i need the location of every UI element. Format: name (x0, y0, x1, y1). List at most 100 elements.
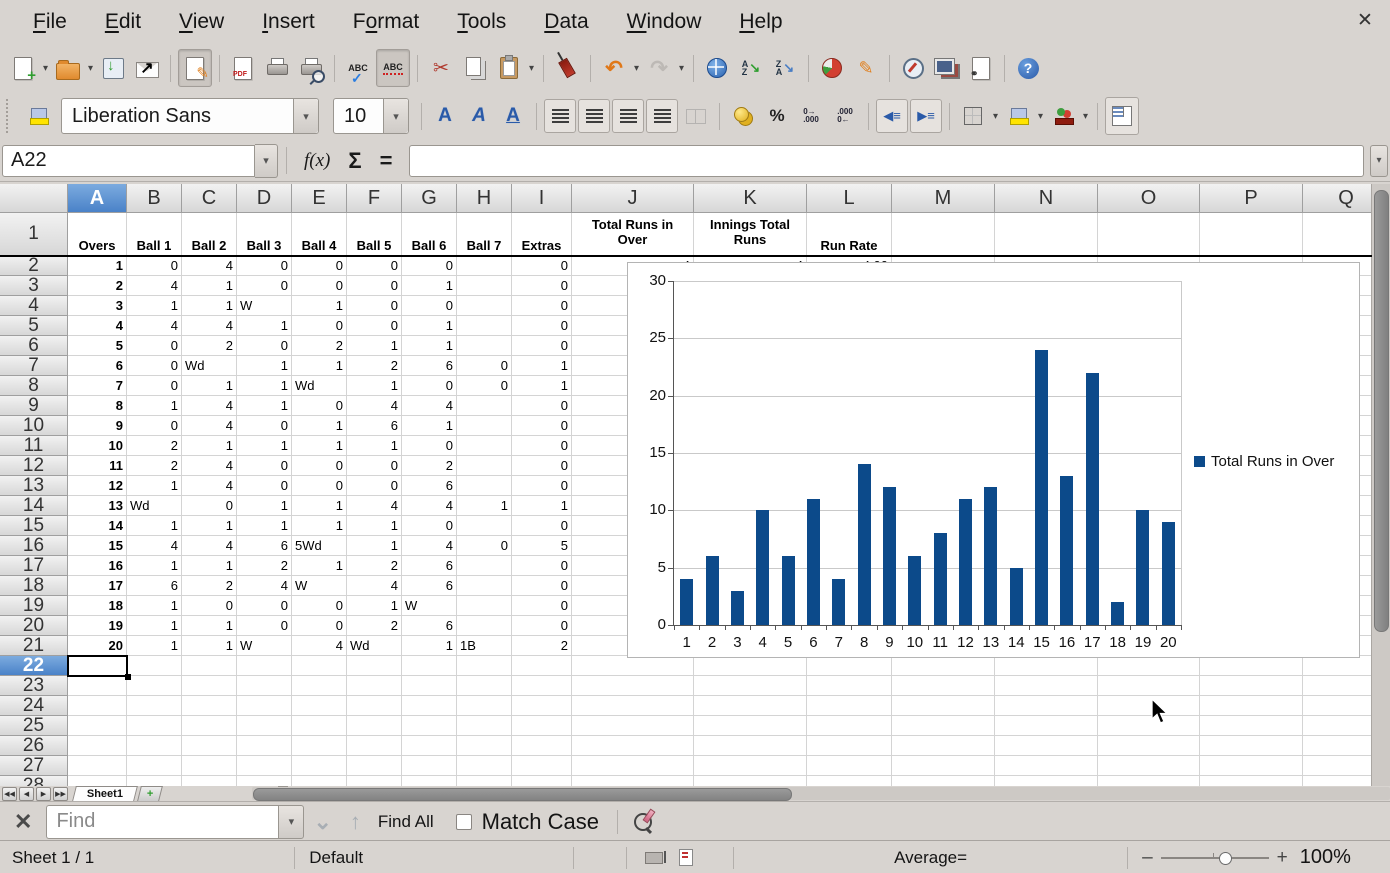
cell-G7[interactable]: 6 (402, 356, 457, 376)
cell-F13[interactable]: 0 (347, 476, 402, 496)
row-header-5[interactable]: 5 (0, 315, 68, 336)
cell-J28[interactable] (572, 776, 694, 786)
cell-O23[interactable] (1098, 676, 1200, 696)
styles-button[interactable] (22, 98, 54, 134)
cell-P25[interactable] (1200, 716, 1303, 736)
cell-H28[interactable] (457, 776, 512, 786)
cell-B19[interactable]: 1 (127, 596, 182, 616)
cell-O24[interactable] (1098, 696, 1200, 716)
cell-K1[interactable]: Innings Total Runs (694, 213, 807, 256)
cell-K23[interactable] (694, 676, 807, 696)
cell-C1[interactable]: Ball 2 (182, 213, 237, 256)
cell-F2[interactable]: 0 (347, 256, 402, 276)
cell-B22[interactable] (127, 656, 182, 676)
cell-C6[interactable]: 2 (182, 336, 237, 356)
cell-A4[interactable]: 3 (68, 296, 127, 316)
function-wizard-icon[interactable]: f(x) (304, 149, 331, 171)
cell-F15[interactable]: 1 (347, 516, 402, 536)
cell-I25[interactable] (512, 716, 572, 736)
cell-I22[interactable] (512, 656, 572, 676)
cell-A17[interactable]: 16 (68, 556, 127, 576)
cell-G21[interactable]: 1 (402, 636, 457, 656)
selection-handle[interactable] (125, 674, 131, 680)
cell-F11[interactable]: 1 (347, 436, 402, 456)
col-header-E[interactable]: E (292, 184, 347, 213)
cell-E7[interactable]: 1 (292, 356, 347, 376)
row-header-14[interactable]: 14 (0, 495, 68, 516)
cell-P1[interactable] (1200, 213, 1303, 256)
row-header-20[interactable]: 20 (0, 615, 68, 636)
col-header-K[interactable]: K (694, 184, 807, 213)
cell-H22[interactable] (457, 656, 512, 676)
cell-M28[interactable] (892, 776, 995, 786)
cell-C3[interactable]: 1 (182, 276, 237, 296)
cell-H20[interactable] (457, 616, 512, 636)
cell-G18[interactable]: 6 (402, 576, 457, 596)
cell-C10[interactable]: 4 (182, 416, 237, 436)
help-button[interactable]: ? (1012, 50, 1044, 86)
cell-F10[interactable]: 6 (347, 416, 402, 436)
cell-O25[interactable] (1098, 716, 1200, 736)
sum-icon[interactable]: Σ (348, 147, 362, 173)
page-style-label[interactable]: Default (309, 847, 364, 867)
cell-D28[interactable] (237, 776, 292, 786)
cell-D14[interactable]: 1 (237, 496, 292, 516)
cell-B18[interactable]: 6 (127, 576, 182, 596)
new-document-button[interactable]: + (7, 50, 39, 86)
cell-H23[interactable] (457, 676, 512, 696)
cell-B4[interactable]: 1 (127, 296, 182, 316)
find-all-button[interactable]: Find All (377, 811, 434, 831)
col-header-Q[interactable]: Q (1303, 184, 1372, 213)
col-header-D[interactable]: D (237, 184, 292, 213)
cell-C9[interactable]: 4 (182, 396, 237, 416)
embedded-chart[interactable]: 0 5 10 15 20 25 30 1 2 3 4 5 6 7 8 9 10 11 12 13 14 15 16 17 18 1… (627, 262, 1360, 658)
cell-O22[interactable] (1098, 656, 1200, 676)
cell-I7[interactable]: 1 (512, 356, 572, 376)
cell-G6[interactable]: 1 (402, 336, 457, 356)
cell-G26[interactable] (402, 736, 457, 756)
sheet-tab[interactable]: Sheet1 (72, 786, 138, 801)
cell-I15[interactable]: 0 (512, 516, 572, 536)
cell-D27[interactable] (237, 756, 292, 776)
cell-D13[interactable]: 0 (237, 476, 292, 496)
cell-K28[interactable] (694, 776, 807, 786)
cell-H24[interactable] (457, 696, 512, 716)
cell-E6[interactable]: 2 (292, 336, 347, 356)
increase-indent-button[interactable]: ▶≡ (910, 99, 942, 133)
cell-Q27[interactable] (1303, 756, 1372, 776)
cell-A10[interactable]: 9 (68, 416, 127, 436)
cell-M25[interactable] (892, 716, 995, 736)
cell-B16[interactable]: 4 (127, 536, 182, 556)
cell-D25[interactable] (237, 716, 292, 736)
cell-D4[interactable]: W (237, 296, 292, 316)
cell-F17[interactable]: 2 (347, 556, 402, 576)
cell-A20[interactable]: 19 (68, 616, 127, 636)
cell-C12[interactable]: 4 (182, 456, 237, 476)
cell-C13[interactable]: 4 (182, 476, 237, 496)
vertical-scrollbar[interactable] (1371, 184, 1390, 786)
cell-N22[interactable] (995, 656, 1098, 676)
zoom-slider[interactable] (1160, 851, 1269, 865)
cell-H15[interactable] (457, 516, 512, 536)
cell-I3[interactable]: 0 (512, 276, 572, 296)
background-color-dropdown[interactable]: ▾ (1037, 110, 1044, 122)
cell-E21[interactable]: 4 (292, 636, 347, 656)
cell-B1[interactable]: Ball 1 (127, 213, 182, 256)
cell-D2[interactable]: 0 (237, 256, 292, 276)
cell-G13[interactable]: 6 (402, 476, 457, 496)
cell-A7[interactable]: 6 (68, 356, 127, 376)
menu-format[interactable]: Format (352, 10, 420, 33)
cell-J25[interactable] (572, 716, 694, 736)
cell-I18[interactable]: 0 (512, 576, 572, 596)
font-color-button[interactable] (1047, 98, 1079, 134)
cell-G19[interactable]: W (402, 596, 457, 616)
col-header-G[interactable]: G (402, 184, 457, 213)
cell-E28[interactable] (292, 776, 347, 786)
merge-cells-button[interactable] (680, 98, 712, 134)
cell-J24[interactable] (572, 696, 694, 716)
cell-E10[interactable]: 1 (292, 416, 347, 436)
cell-C11[interactable]: 1 (182, 436, 237, 456)
row-header-16[interactable]: 16 (0, 535, 68, 556)
row-header-9[interactable]: 9 (0, 395, 68, 416)
redo-button[interactable]: ↷ (643, 50, 675, 86)
